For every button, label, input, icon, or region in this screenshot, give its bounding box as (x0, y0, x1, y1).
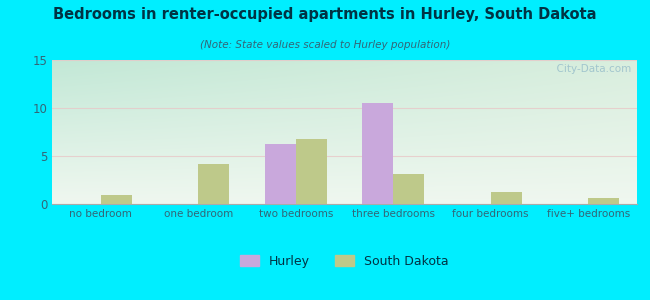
Bar (362, 103, 393, 204)
Bar (101, 195, 132, 204)
Bar (491, 193, 522, 204)
Text: (Note: State values scaled to Hurley population): (Note: State values scaled to Hurley pop… (200, 40, 450, 50)
Text: City-Data.com: City-Data.com (550, 64, 631, 74)
Bar (588, 198, 619, 204)
Bar (296, 139, 327, 204)
Bar (393, 174, 424, 204)
Bar (265, 143, 296, 204)
Legend: Hurley, South Dakota: Hurley, South Dakota (235, 250, 454, 273)
Bar (198, 164, 229, 204)
Text: Bedrooms in renter-occupied apartments in Hurley, South Dakota: Bedrooms in renter-occupied apartments i… (53, 8, 597, 22)
